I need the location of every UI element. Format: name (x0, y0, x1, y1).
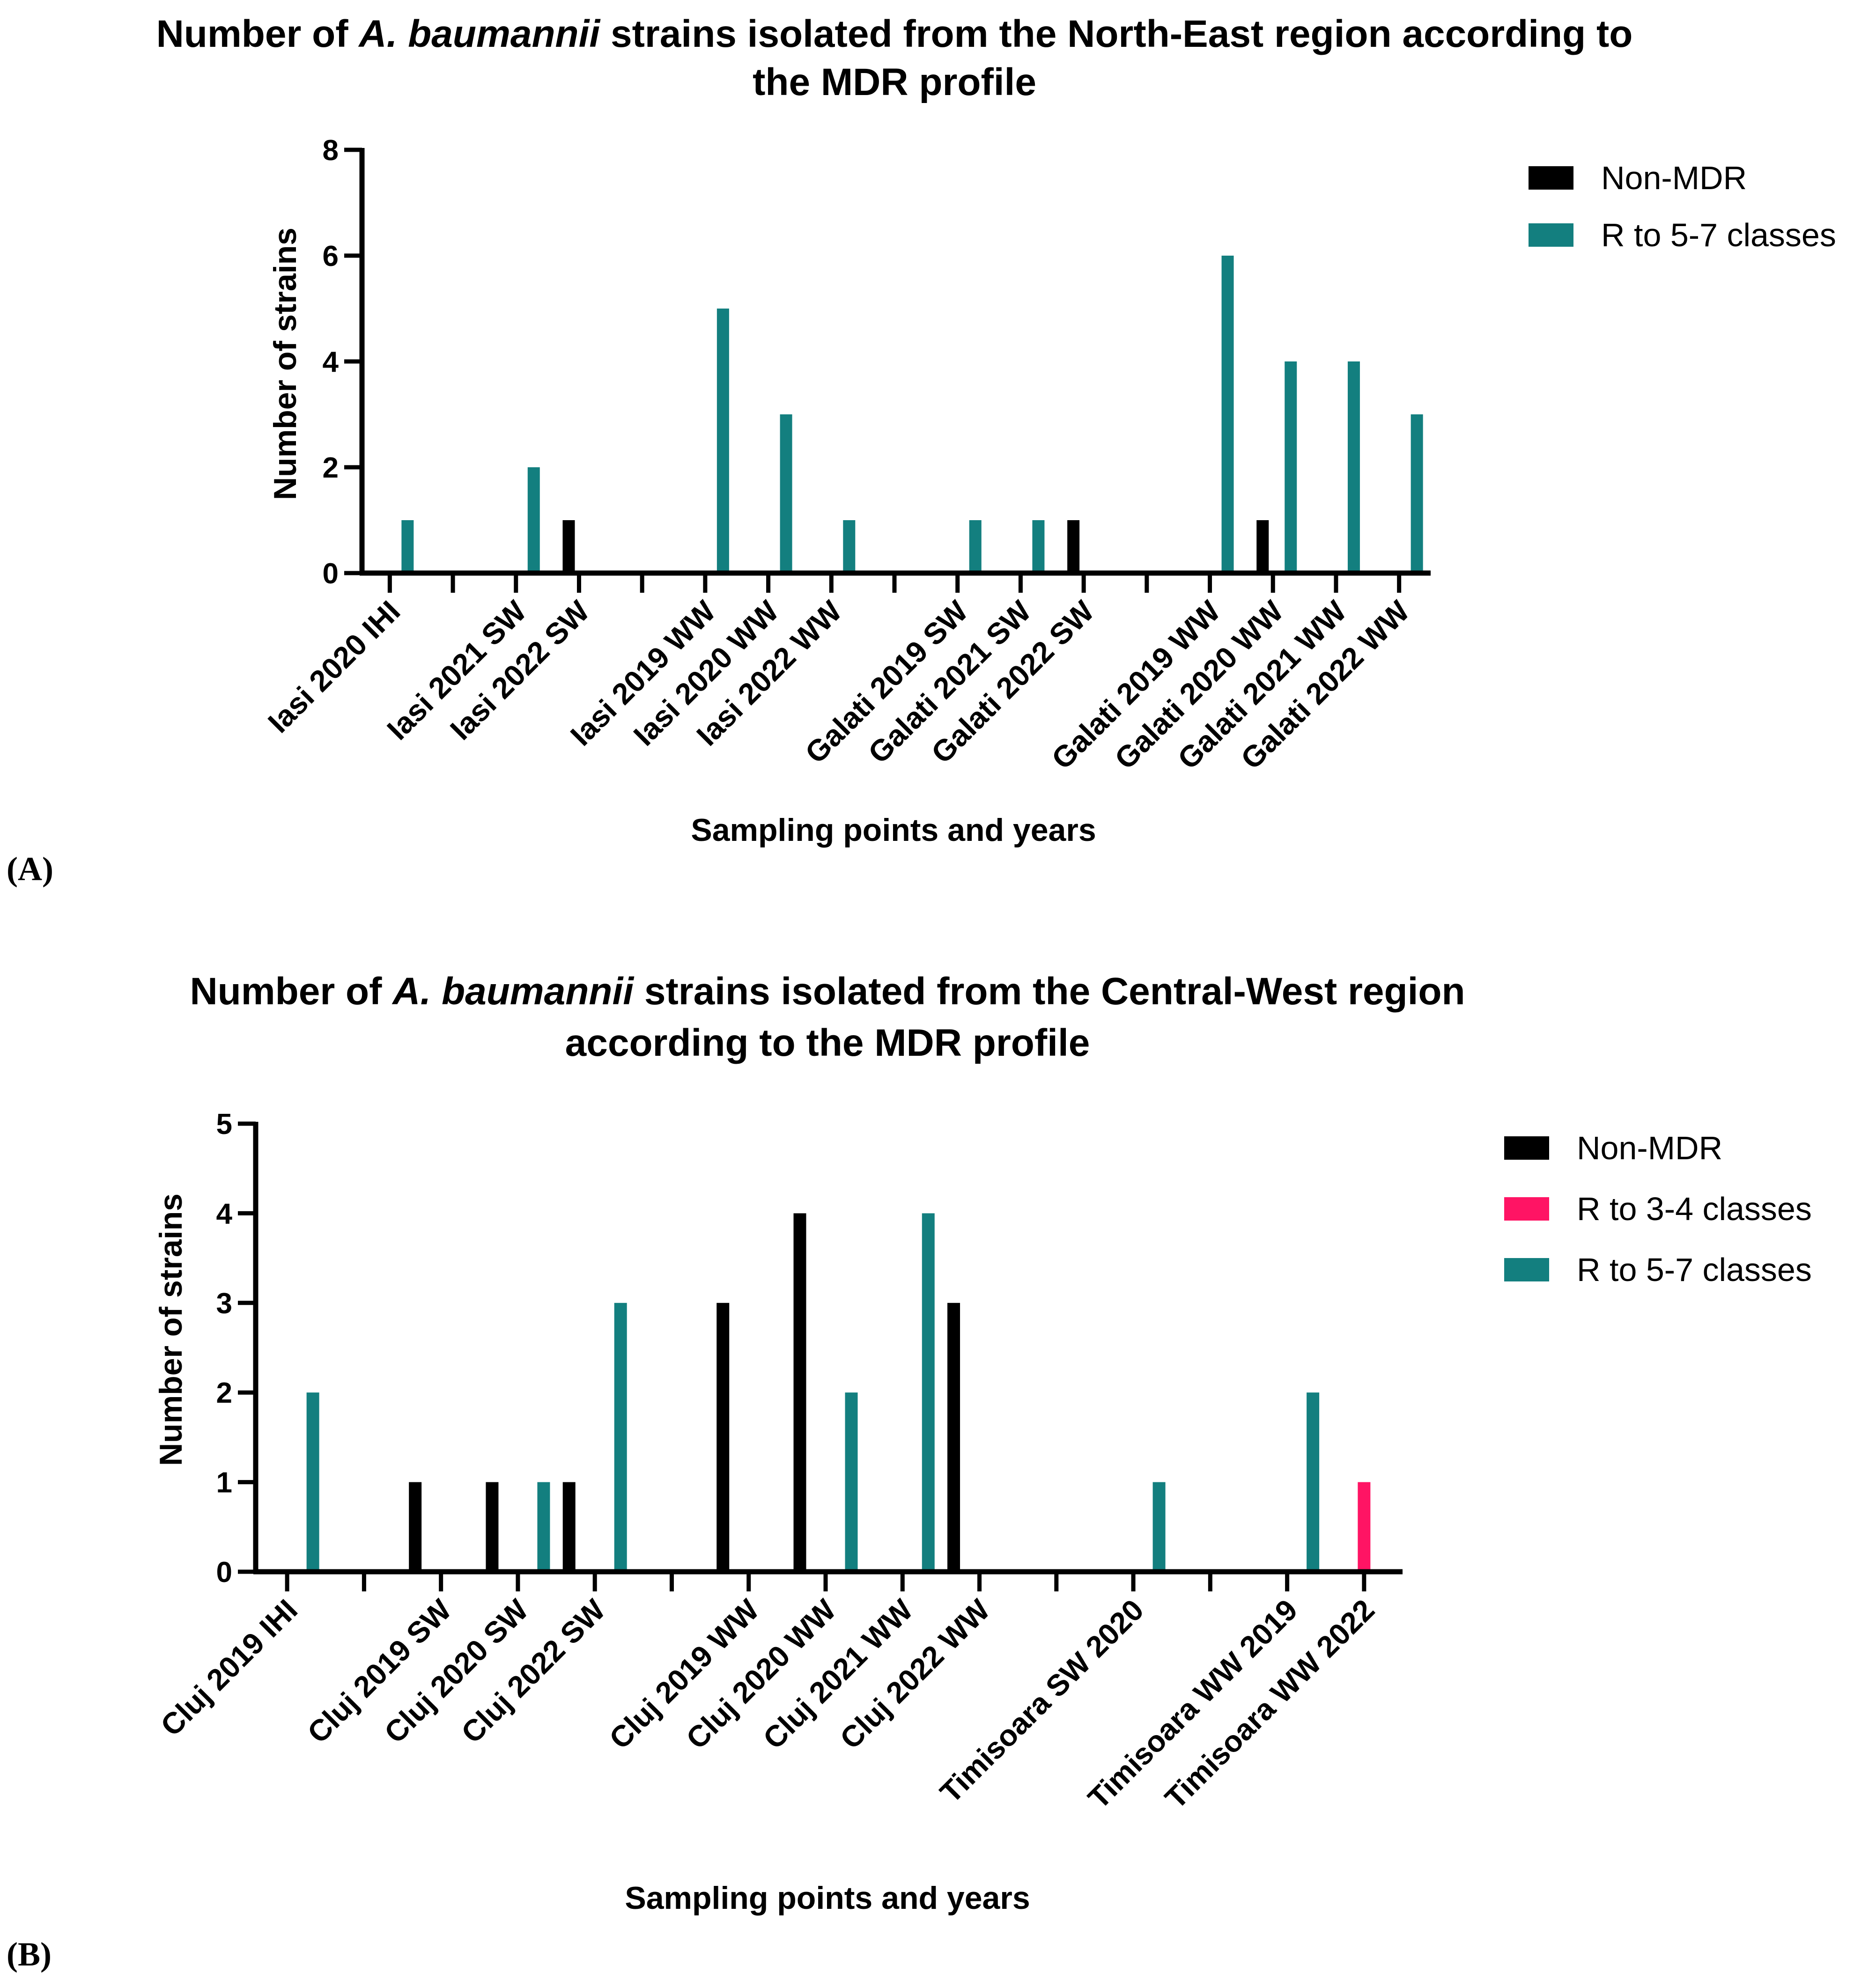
chart-a-bars (401, 256, 1423, 573)
chart-a-x-tick-label: Iasi 2020 IHI (261, 594, 406, 739)
chart-a-bar-non-mdr-11 (1067, 520, 1080, 573)
chart-a-x-axis-label: Sampling points and years (691, 812, 1096, 848)
chart-a-bar-r-to-5-7-classes-2 (527, 467, 540, 573)
chart-b-y-tick-label: 2 (216, 1377, 232, 1409)
chart-b-legend: Non-MDR R to 3-4 classes R to 5-7 classes (1504, 1130, 1812, 1288)
chart-a-legend-swatch-0 (1529, 166, 1573, 190)
chart-a-title-line1: Number of A. baumannii strains isolated … (156, 13, 1633, 55)
chart-b-title-line1: Number of A. baumannii strains isolated … (190, 970, 1465, 1013)
chart-a-legend-label-1: R to 5-7 classes (1601, 217, 1836, 253)
chart-a-y-tick-label: 2 (323, 452, 339, 484)
chart-a-bar-non-mdr-14 (1256, 520, 1269, 573)
chart-b-legend-label-1: R to 3-4 classes (1577, 1191, 1812, 1227)
chart-a-legend-swatch-1 (1529, 223, 1573, 247)
chart-a-bar-r-to-5-7-classes-9 (969, 520, 982, 573)
chart-b-bar-r-to-3-4-classes-14 (1358, 1482, 1371, 1572)
chart-a-bar-r-to-5-7-classes-10 (1032, 520, 1045, 573)
chart-a: Number of A. baumannii strains isolated … (7, 13, 1836, 888)
chart-a-y-axis-label: Number of strains (267, 228, 303, 500)
chart-a-legend: Non-MDR R to 5-7 classes (1529, 160, 1836, 253)
chart-a-y-tick-label: 8 (323, 134, 339, 167)
chart-b-x-axis-label: Sampling points and years (625, 1880, 1030, 1916)
chart-b-y-tick-label: 0 (216, 1556, 232, 1589)
chart-b-y-axis-label: Number of strains (153, 1193, 189, 1466)
chart-b-bar-r-to-5-7-classes-13 (1307, 1392, 1320, 1572)
chart-a-bar-r-to-5-7-classes-6 (780, 414, 792, 573)
chart-b-bar-r-to-5-7-classes-4 (614, 1303, 627, 1572)
chart-a-title-line2: the MDR profile (753, 61, 1036, 103)
chart-b-bar-non-mdr-4 (562, 1482, 576, 1572)
chart-a-bar-non-mdr-3 (562, 520, 575, 573)
chart-a-bar-r-to-5-7-classes-16 (1411, 414, 1423, 573)
chart-b-bar-non-mdr-6 (716, 1303, 730, 1572)
chart-a-bar-r-to-5-7-classes-13 (1221, 256, 1234, 573)
panel-label-b: (B) (7, 1936, 52, 1973)
chart-b-x-tick-label: Cluj 2019 IHI (154, 1593, 304, 1743)
chart-a-y-tick-label: 0 (323, 558, 339, 590)
chart-b-bar-non-mdr-9 (947, 1303, 960, 1572)
chart-b-legend-swatch-0 (1504, 1136, 1549, 1160)
chart-b-legend-swatch-2 (1504, 1258, 1549, 1281)
chart-a-legend-label-0: Non-MDR (1601, 160, 1747, 196)
chart-b-y-tick-label: 5 (216, 1108, 232, 1141)
chart-a-bar-r-to-5-7-classes-14 (1285, 361, 1297, 573)
chart-a-y-tick-label: 6 (323, 240, 339, 272)
chart-a-bar-r-to-5-7-classes-15 (1347, 361, 1360, 573)
chart-b-legend-label-0: Non-MDR (1577, 1130, 1722, 1166)
chart-b-legend-swatch-1 (1504, 1197, 1549, 1221)
chart-b-bar-non-mdr-2 (409, 1482, 422, 1572)
chart-b-title-line2: according to the MDR profile (565, 1022, 1090, 1064)
panel-label-a: (A) (7, 850, 53, 888)
chart-a-bar-r-to-5-7-classes-5 (716, 309, 729, 573)
chart-b-bar-r-to-5-7-classes-11 (1152, 1482, 1166, 1572)
chart-b-bar-non-mdr-3 (486, 1482, 499, 1572)
chart-a-bar-r-to-5-7-classes-0 (401, 520, 414, 573)
chart-b-y-tick-label: 4 (216, 1198, 233, 1230)
chart-b-bar-r-to-5-7-classes-0 (306, 1392, 319, 1572)
chart-a-y-tick-label: 4 (323, 346, 339, 378)
chart-b-bar-non-mdr-7 (793, 1213, 806, 1572)
chart-b-y-tick-label: 1 (216, 1467, 232, 1499)
chart-b-y-tick-label: 3 (216, 1288, 232, 1320)
chart-b-bar-r-to-5-7-classes-3 (537, 1482, 550, 1572)
chart-b-bars (306, 1213, 1371, 1572)
chart-b: Number of A. baumannii strains isolated … (7, 970, 1812, 1973)
chart-b-bar-r-to-5-7-classes-7 (845, 1392, 858, 1572)
chart-b-legend-label-2: R to 5-7 classes (1577, 1251, 1812, 1288)
chart-a-bar-r-to-5-7-classes-7 (843, 520, 856, 573)
chart-b-bar-r-to-5-7-classes-8 (922, 1213, 935, 1572)
